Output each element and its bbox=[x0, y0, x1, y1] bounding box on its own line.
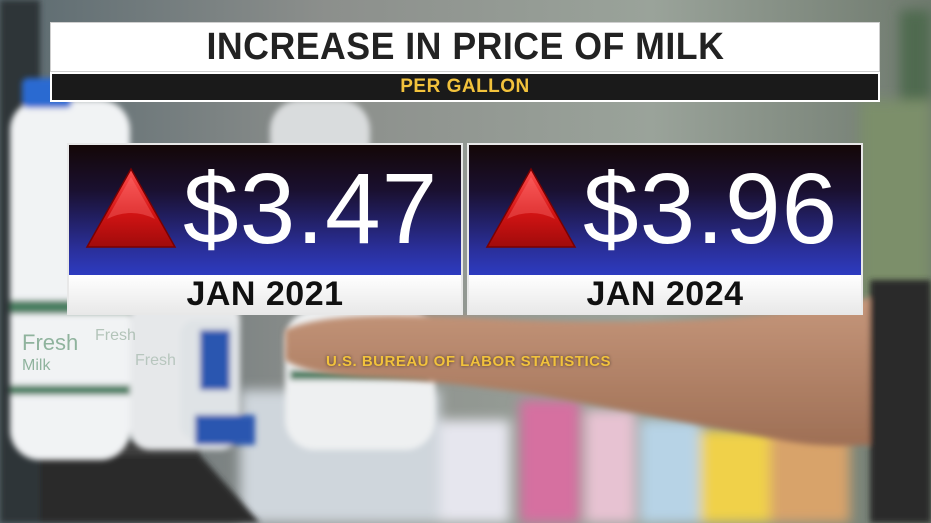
svg-text:Fresh: Fresh bbox=[135, 352, 176, 369]
svg-text:Milk: Milk bbox=[22, 357, 51, 374]
up-triangle-icon bbox=[85, 167, 177, 248]
price-card-2021: $3.47 JAN 2021 bbox=[67, 143, 463, 315]
price-panel: $3.47 bbox=[69, 145, 461, 275]
subtitle-banner: PER GALLON bbox=[50, 72, 880, 102]
up-triangle-icon bbox=[485, 167, 577, 248]
date-panel: JAN 2021 bbox=[69, 275, 461, 313]
page-subtitle: PER GALLON bbox=[400, 76, 530, 97]
title-banner: INCREASE IN PRICE OF MILK bbox=[50, 22, 880, 72]
price-value: $3.96 bbox=[583, 153, 839, 265]
price-value: $3.47 bbox=[183, 153, 439, 265]
price-card-2024: $3.96 JAN 2024 bbox=[467, 143, 863, 315]
svg-text:Fresh: Fresh bbox=[22, 330, 78, 355]
page-title: INCREASE IN PRICE OF MILK bbox=[206, 25, 724, 68]
date-label: JAN 2024 bbox=[586, 274, 744, 313]
date-panel: JAN 2024 bbox=[469, 275, 861, 313]
date-label: JAN 2021 bbox=[186, 274, 344, 313]
source-credit: U.S. BUREAU OF LABOR STATISTICS bbox=[326, 353, 611, 370]
price-panel: $3.96 bbox=[469, 145, 861, 275]
svg-text:Fresh: Fresh bbox=[95, 327, 136, 344]
